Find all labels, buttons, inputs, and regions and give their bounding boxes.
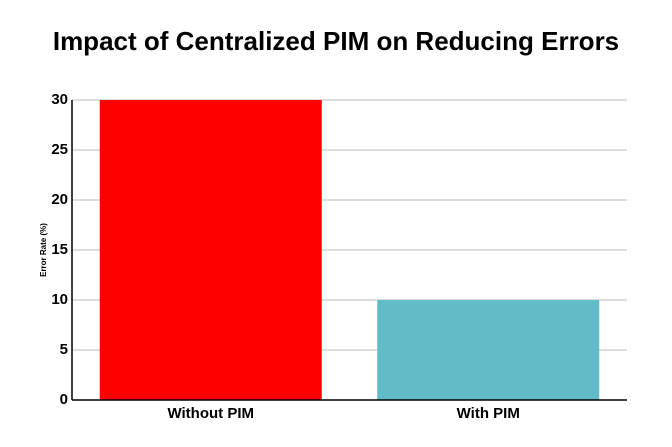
x-tick-label: Without PIM (167, 405, 254, 422)
y-tick-label: 25 (51, 141, 68, 158)
y-tick-label: 5 (60, 341, 68, 358)
y-tick-label: 30 (51, 91, 68, 108)
x-tick-label: With PIM (457, 405, 520, 422)
y-tick-label: 0 (60, 391, 68, 408)
chart-title: Impact of Centralized PIM on Reducing Er… (53, 26, 619, 56)
y-tick-label: 10 (51, 291, 68, 308)
y-tick-label: 20 (51, 191, 68, 208)
y-axis-label: Error Rate (%) (39, 223, 48, 277)
y-tick-label: 15 (51, 241, 68, 258)
bar (377, 300, 600, 400)
bar (99, 100, 322, 400)
